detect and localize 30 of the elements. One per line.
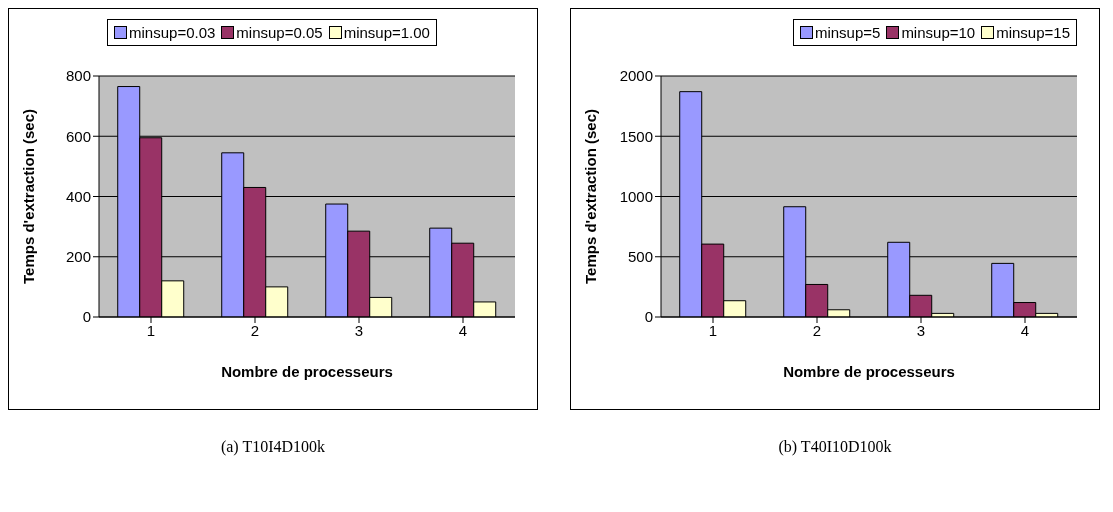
legend-label: minsup=0.03 <box>129 24 216 41</box>
text: (a) T10I4D100k <box>219 438 327 456</box>
x-tick-label: 2 <box>250 321 260 339</box>
x-axis-title: Nombre de processeurs <box>221 363 393 380</box>
legend-label: minsup=0.05 <box>236 24 323 41</box>
y-tick-label: 1500 <box>619 127 653 145</box>
y-axis-title: Temps d'extraction (sec) <box>20 108 38 285</box>
y-tick-label: 800 <box>65 67 91 85</box>
x-tick-label: 3 <box>916 321 926 339</box>
y-tick-label: 200 <box>65 248 91 266</box>
legend-label: minsup=5 <box>814 24 881 41</box>
y-tick-label: 0 <box>644 308 653 326</box>
x-tick-label: 4 <box>458 321 468 339</box>
y-axis-title: Temps d'extraction (sec) <box>582 108 600 285</box>
x-tick-label: 2 <box>812 321 822 339</box>
y-tick-label: 1000 <box>619 187 653 205</box>
x-tick-label: 1 <box>146 321 156 339</box>
legend-label: minsup=15 <box>996 24 1070 41</box>
y-tick-label: 400 <box>65 187 91 205</box>
y-tick-label: 2000 <box>619 67 653 85</box>
y-tick-label: 0 <box>82 308 91 326</box>
x-tick-label: 3 <box>354 321 364 339</box>
x-tick-label: 1 <box>708 321 718 339</box>
y-tick-label: 600 <box>65 127 91 145</box>
x-tick-label: 4 <box>1020 321 1030 339</box>
y-tick-label: 500 <box>627 248 653 266</box>
text: (b) T40I10D100k <box>777 438 893 456</box>
legend-label: minsup=1.00 <box>343 24 430 41</box>
x-axis-title: Nombre de processeurs <box>783 363 955 380</box>
legend-label: minsup=10 <box>901 24 976 41</box>
